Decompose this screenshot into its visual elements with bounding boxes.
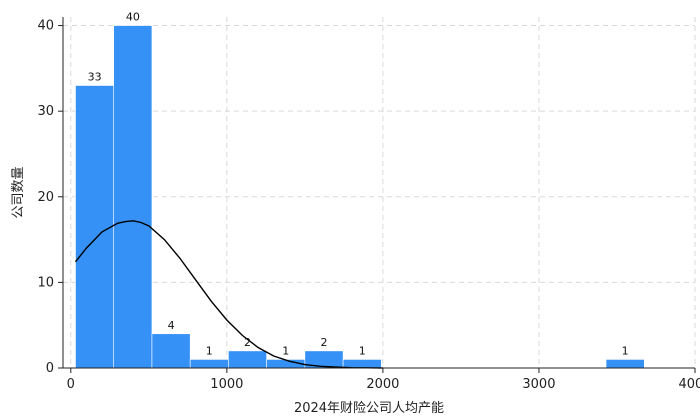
x-tick-label: 3000 [522,377,555,392]
x-axis-title: 2024年财险公司人均产能 [294,401,444,416]
kernel-density-line [74,220,383,369]
bar-value-label: 1 [622,344,629,357]
density-curve [74,220,383,369]
bar-value-label: 33 [88,70,102,83]
y-tick-label: 30 [37,104,54,119]
y-tick-label: 20 [37,190,54,205]
histogram-bar [151,333,191,369]
bar-value-label: 40 [126,11,140,24]
bar-value-label: 1 [359,344,366,357]
histogram-bar [342,359,382,369]
grid-lines [63,17,696,369]
x-tick-label: 1000 [210,377,243,392]
x-tick-label: 0 [67,377,75,392]
bar-value-label: 2 [320,336,327,349]
histogram-bar [189,359,229,369]
bar-value-label: 1 [206,344,213,357]
histogram-bar [228,350,267,369]
histogram-bar [113,25,153,369]
bar-value-label: 4 [168,319,175,332]
bar-value-label: 2 [244,336,251,349]
histogram-bar [605,359,645,369]
x-tick-label: 2000 [366,377,399,392]
y-axis-title: 公司数量 [11,166,26,218]
y-tick-label: 40 [37,19,54,34]
y-tick-label: 0 [46,361,54,376]
axes [58,17,696,373]
bar-data-labels: 33 40 4 1 2 1 2 1 1 [88,11,629,358]
bar-value-label: 1 [282,344,289,357]
histogram-bar [75,85,115,369]
y-tick-label: 10 [37,275,54,290]
